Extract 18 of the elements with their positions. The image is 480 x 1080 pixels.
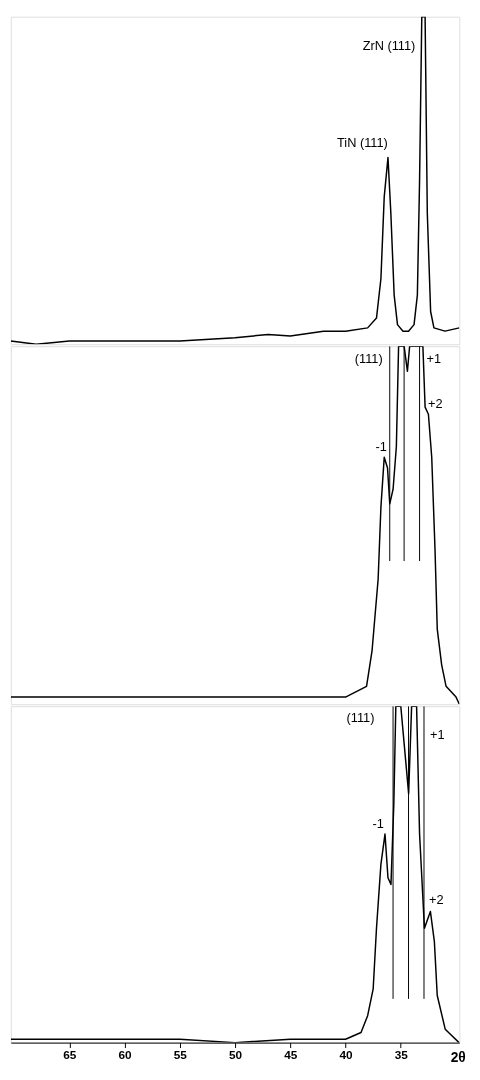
annotation: +1 xyxy=(426,350,441,366)
x-tick-label: 35 xyxy=(394,1047,409,1062)
x-tick-label: 65 xyxy=(63,1047,77,1062)
annotation: -1 xyxy=(372,816,384,832)
annotation: -1 xyxy=(375,439,387,455)
annotation: +2 xyxy=(429,891,444,907)
annotation: (111) xyxy=(346,709,375,725)
x-tick-label: 50 xyxy=(229,1047,243,1062)
x-axis-title: 2θ xyxy=(450,1049,466,1065)
x-tick-label: 60 xyxy=(118,1047,133,1062)
annotation: ZrN (111) xyxy=(362,38,416,54)
x-tick-label: 40 xyxy=(339,1047,354,1062)
annotation: +1 xyxy=(429,726,445,742)
annotation: +2 xyxy=(428,396,443,412)
x-tick-label: 45 xyxy=(284,1047,298,1062)
annotation: TiN (111) xyxy=(336,134,388,150)
x-tick-label: 55 xyxy=(173,1047,188,1062)
annotation: (111) xyxy=(354,350,383,366)
